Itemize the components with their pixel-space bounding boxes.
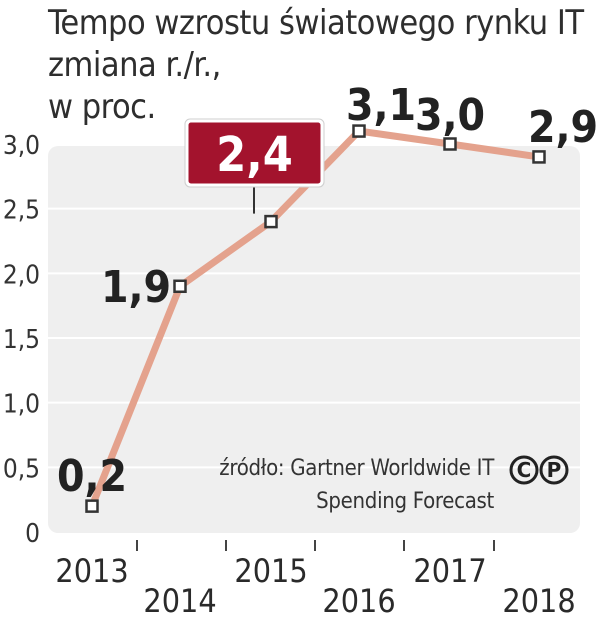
- y-tick-label: 2,5: [3, 196, 40, 226]
- chart-subtitle-line-1: zmiana r./r.,: [48, 45, 221, 85]
- data-point-marker: [264, 214, 278, 229]
- chart-title: Tempo wzrostu światowego rynku IT: [48, 3, 584, 43]
- y-tick-label: 0,5: [3, 454, 40, 484]
- data-label: 3,0: [415, 90, 485, 141]
- y-tick-label: 0: [25, 519, 40, 549]
- y-tick-label: 1,0: [3, 390, 40, 420]
- source-note: źródło: Gartner Worldwide IT Spending Fo…: [219, 452, 494, 518]
- y-tick-label: 2,0: [3, 260, 40, 290]
- data-label: 1,9: [101, 262, 171, 313]
- data-label: 0,2: [57, 451, 127, 502]
- y-axis-ticks: 0 0,5 1,0 1,5 2,0 2,5 3,0: [3, 131, 40, 549]
- x-tick-label: 2017: [413, 552, 486, 590]
- highlight-callout-box: [185, 119, 324, 187]
- x-tick-label: 2015: [234, 552, 307, 590]
- data-label: 2,9: [528, 102, 598, 153]
- logo-letter: P: [547, 458, 562, 482]
- logo-letter: C: [517, 458, 532, 482]
- source-line-2: Spending Forecast: [316, 489, 494, 514]
- y-tick-label: 3,0: [3, 131, 40, 161]
- source-line-1: źródło: Gartner Worldwide IT: [219, 456, 494, 481]
- x-tick-label: 2013: [55, 552, 128, 590]
- data-point-marker: [443, 137, 457, 151]
- data-point-marker: [352, 124, 366, 138]
- plot-background: [48, 146, 580, 533]
- callout-box-outline: [184, 118, 325, 188]
- x-tick-label: 2018: [502, 582, 575, 620]
- data-label-highlighted: 2,4: [216, 127, 293, 183]
- chart-subtitle-line-2: w proc.: [48, 87, 156, 127]
- data-point-marker: [173, 279, 187, 294]
- data-point-marker: [532, 150, 546, 164]
- data-label: 3,1: [346, 80, 416, 131]
- x-axis: 2013 2014 2015 2016 2017 2018: [55, 540, 576, 620]
- data-point-marker: [85, 499, 99, 513]
- chart-title-block: Tempo wzrostu światowego rynku IT zmiana…: [48, 2, 584, 128]
- y-tick-label: 1,5: [3, 325, 40, 355]
- x-tick-label: 2016: [322, 582, 395, 620]
- data-labels: 0,2 1,9 2,4 3,13,0 2,9: [57, 80, 598, 502]
- x-tick-label: 2014: [143, 582, 216, 620]
